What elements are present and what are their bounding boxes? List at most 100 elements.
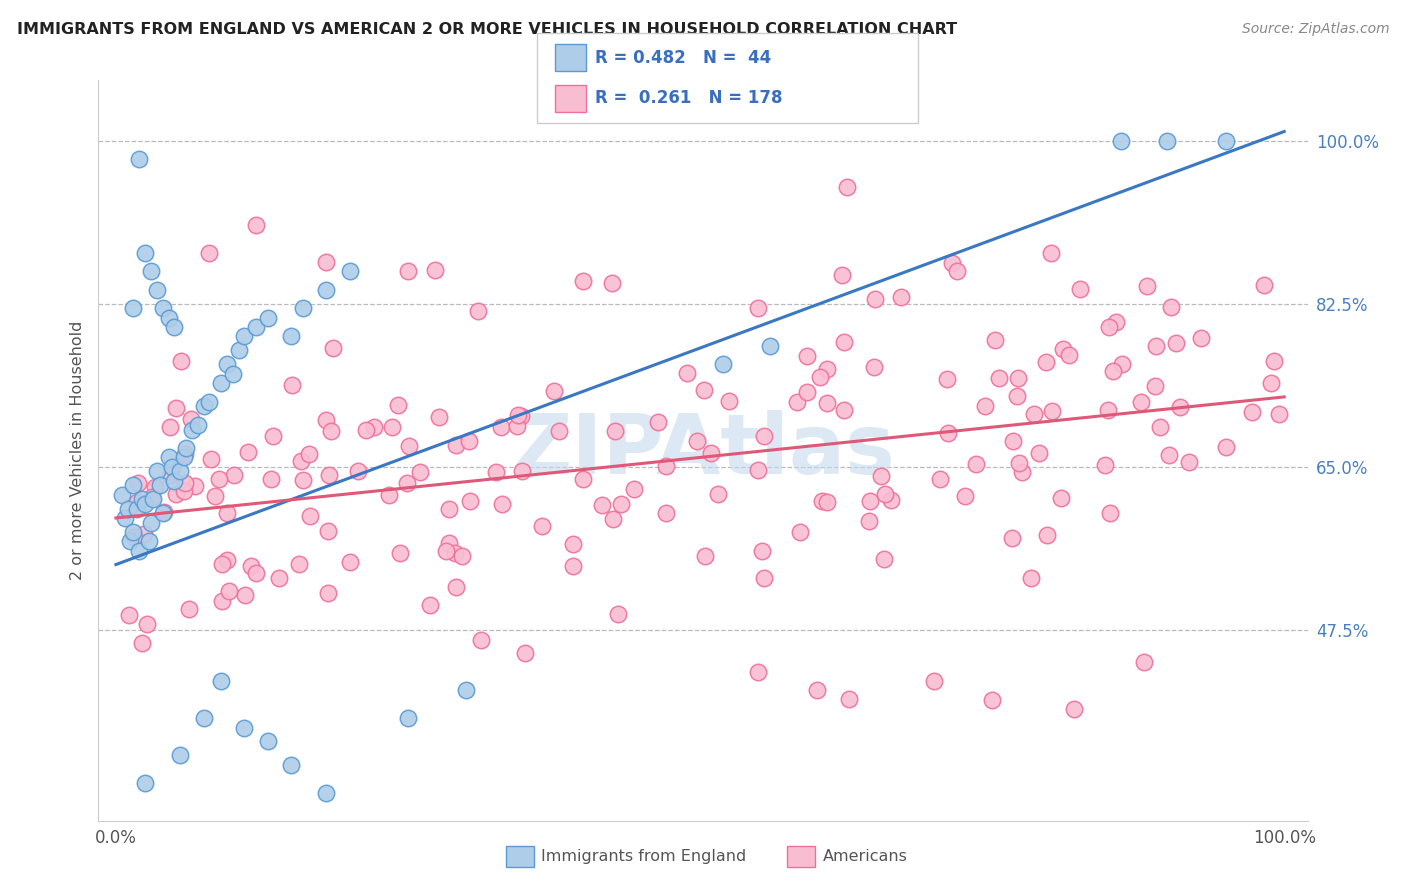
Point [134,776,156,790]
Point [163,320,186,334]
Point [485,465,508,479]
Point [233,721,256,735]
Point [1144,379,1167,393]
Point [506,408,529,422]
Point [655,506,678,520]
Point [378,488,401,502]
Point [686,434,709,448]
Point [321,424,343,438]
Point [134,245,156,260]
Point [1104,315,1126,329]
Point [346,464,368,478]
Point [387,398,409,412]
Point [165,401,187,416]
Point [467,303,489,318]
Point [1215,134,1237,148]
Text: Source: ZipAtlas.com: Source: ZipAtlas.com [1241,22,1389,37]
Point [134,527,156,541]
Point [1178,455,1201,469]
Point [145,480,167,494]
Point [1036,528,1059,542]
Point [1007,457,1029,471]
Point [543,384,565,398]
Point [298,447,321,461]
Point [180,423,202,437]
Point [339,264,361,278]
Point [267,571,290,585]
Point [1007,371,1029,385]
Point [928,473,950,487]
Point [128,543,150,558]
Point [146,283,169,297]
Point [117,501,139,516]
Point [506,419,529,434]
Point [315,413,337,427]
Point [1039,245,1062,260]
Point [693,383,716,397]
Point [299,508,322,523]
Point [419,599,441,613]
Point [1059,348,1081,362]
Point [354,423,377,437]
Point [789,525,811,540]
Point [1189,331,1212,345]
Point [173,484,195,499]
Point [174,441,197,455]
Point [339,555,361,569]
Point [218,584,240,599]
Point [439,502,461,516]
Point [1164,335,1187,350]
Point [1022,407,1045,421]
Point [717,393,740,408]
Point [707,487,730,501]
Point [859,494,882,508]
Point [591,498,613,512]
Point [747,301,769,316]
Point [211,557,233,571]
Text: R = 0.482   N =  44: R = 0.482 N = 44 [595,48,770,67]
Point [837,180,859,194]
Text: ZIPAtlas: ZIPAtlas [510,410,896,491]
Point [1133,656,1156,670]
Point [1050,491,1073,505]
Point [222,468,245,483]
Point [456,683,478,698]
Point [965,457,987,471]
Point [489,419,512,434]
Point [1102,364,1125,378]
Point [245,566,267,581]
Point [530,518,553,533]
Point [141,490,163,504]
Point [838,691,860,706]
Point [215,506,238,520]
Point [1129,395,1152,409]
Point [1149,420,1171,434]
Point [198,394,221,409]
Point [879,493,901,508]
Point [1253,277,1275,292]
Point [1136,278,1159,293]
Point [280,757,302,772]
Y-axis label: 2 or more Vehicles in Household: 2 or more Vehicles in Household [69,321,84,580]
Point [169,354,191,368]
Point [204,489,226,503]
Point [747,463,769,477]
Point [122,530,145,544]
Point [228,343,250,358]
Point [122,478,145,492]
Point [811,494,834,508]
Point [149,478,172,492]
Point [398,439,420,453]
Point [179,602,201,616]
Point [451,549,474,564]
Point [1028,446,1050,460]
Point [165,487,187,501]
Point [363,420,385,434]
Point [699,446,721,460]
Point [858,514,880,528]
Point [1160,301,1182,315]
Point [233,588,256,602]
Point [470,633,492,648]
Point [603,424,626,438]
Point [607,607,630,621]
